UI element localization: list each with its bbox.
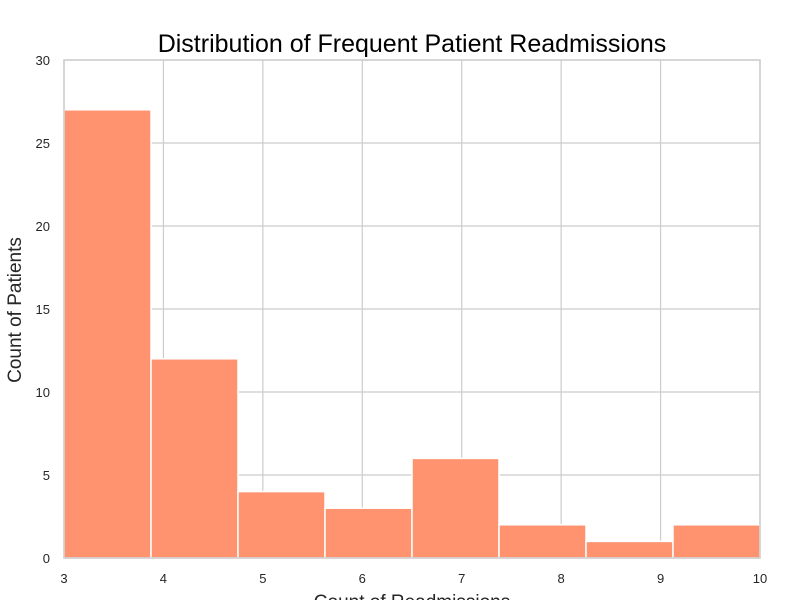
bars	[63, 109, 761, 559]
chart-title: Distribution of Frequent Patient Readmis…	[158, 30, 667, 58]
histogram-bar	[237, 490, 326, 559]
axes-frame	[63, 59, 761, 559]
y-tick-label: 5	[43, 468, 50, 483]
y-tick-labels: 0 5 10 15 20 25 30	[36, 53, 50, 566]
y-axis-label: Count of Patients	[5, 237, 26, 383]
y-tick-label: 15	[36, 302, 50, 317]
histogram-bar	[498, 524, 587, 559]
x-tick-label: 10	[753, 571, 767, 586]
plot-area-border	[63, 59, 761, 559]
histogram-bar	[324, 507, 413, 559]
y-tick-label: 30	[36, 53, 50, 68]
y-tick-label: 25	[36, 136, 50, 151]
y-tick-label: 10	[36, 385, 50, 400]
histogram-bar	[150, 358, 239, 559]
x-tick-label: 3	[60, 571, 67, 586]
histogram-bar	[672, 524, 761, 559]
y-tick-label: 20	[36, 219, 50, 234]
x-axis-label: Count of Readmissions	[314, 592, 510, 600]
histogram-bar	[585, 540, 674, 559]
y-tick-label: 0	[43, 551, 50, 566]
x-tick-labels: 3 4 5 6 7 8 9 10	[60, 571, 767, 586]
x-tick-label: 9	[657, 571, 664, 586]
x-tick-label: 4	[160, 571, 167, 586]
x-tick-label: 8	[558, 571, 565, 586]
histogram-bar	[63, 109, 152, 559]
histogram-bar	[411, 457, 500, 559]
x-tick-label: 6	[359, 571, 366, 586]
x-tick-label: 7	[458, 571, 465, 586]
x-tick-label: 5	[259, 571, 266, 586]
